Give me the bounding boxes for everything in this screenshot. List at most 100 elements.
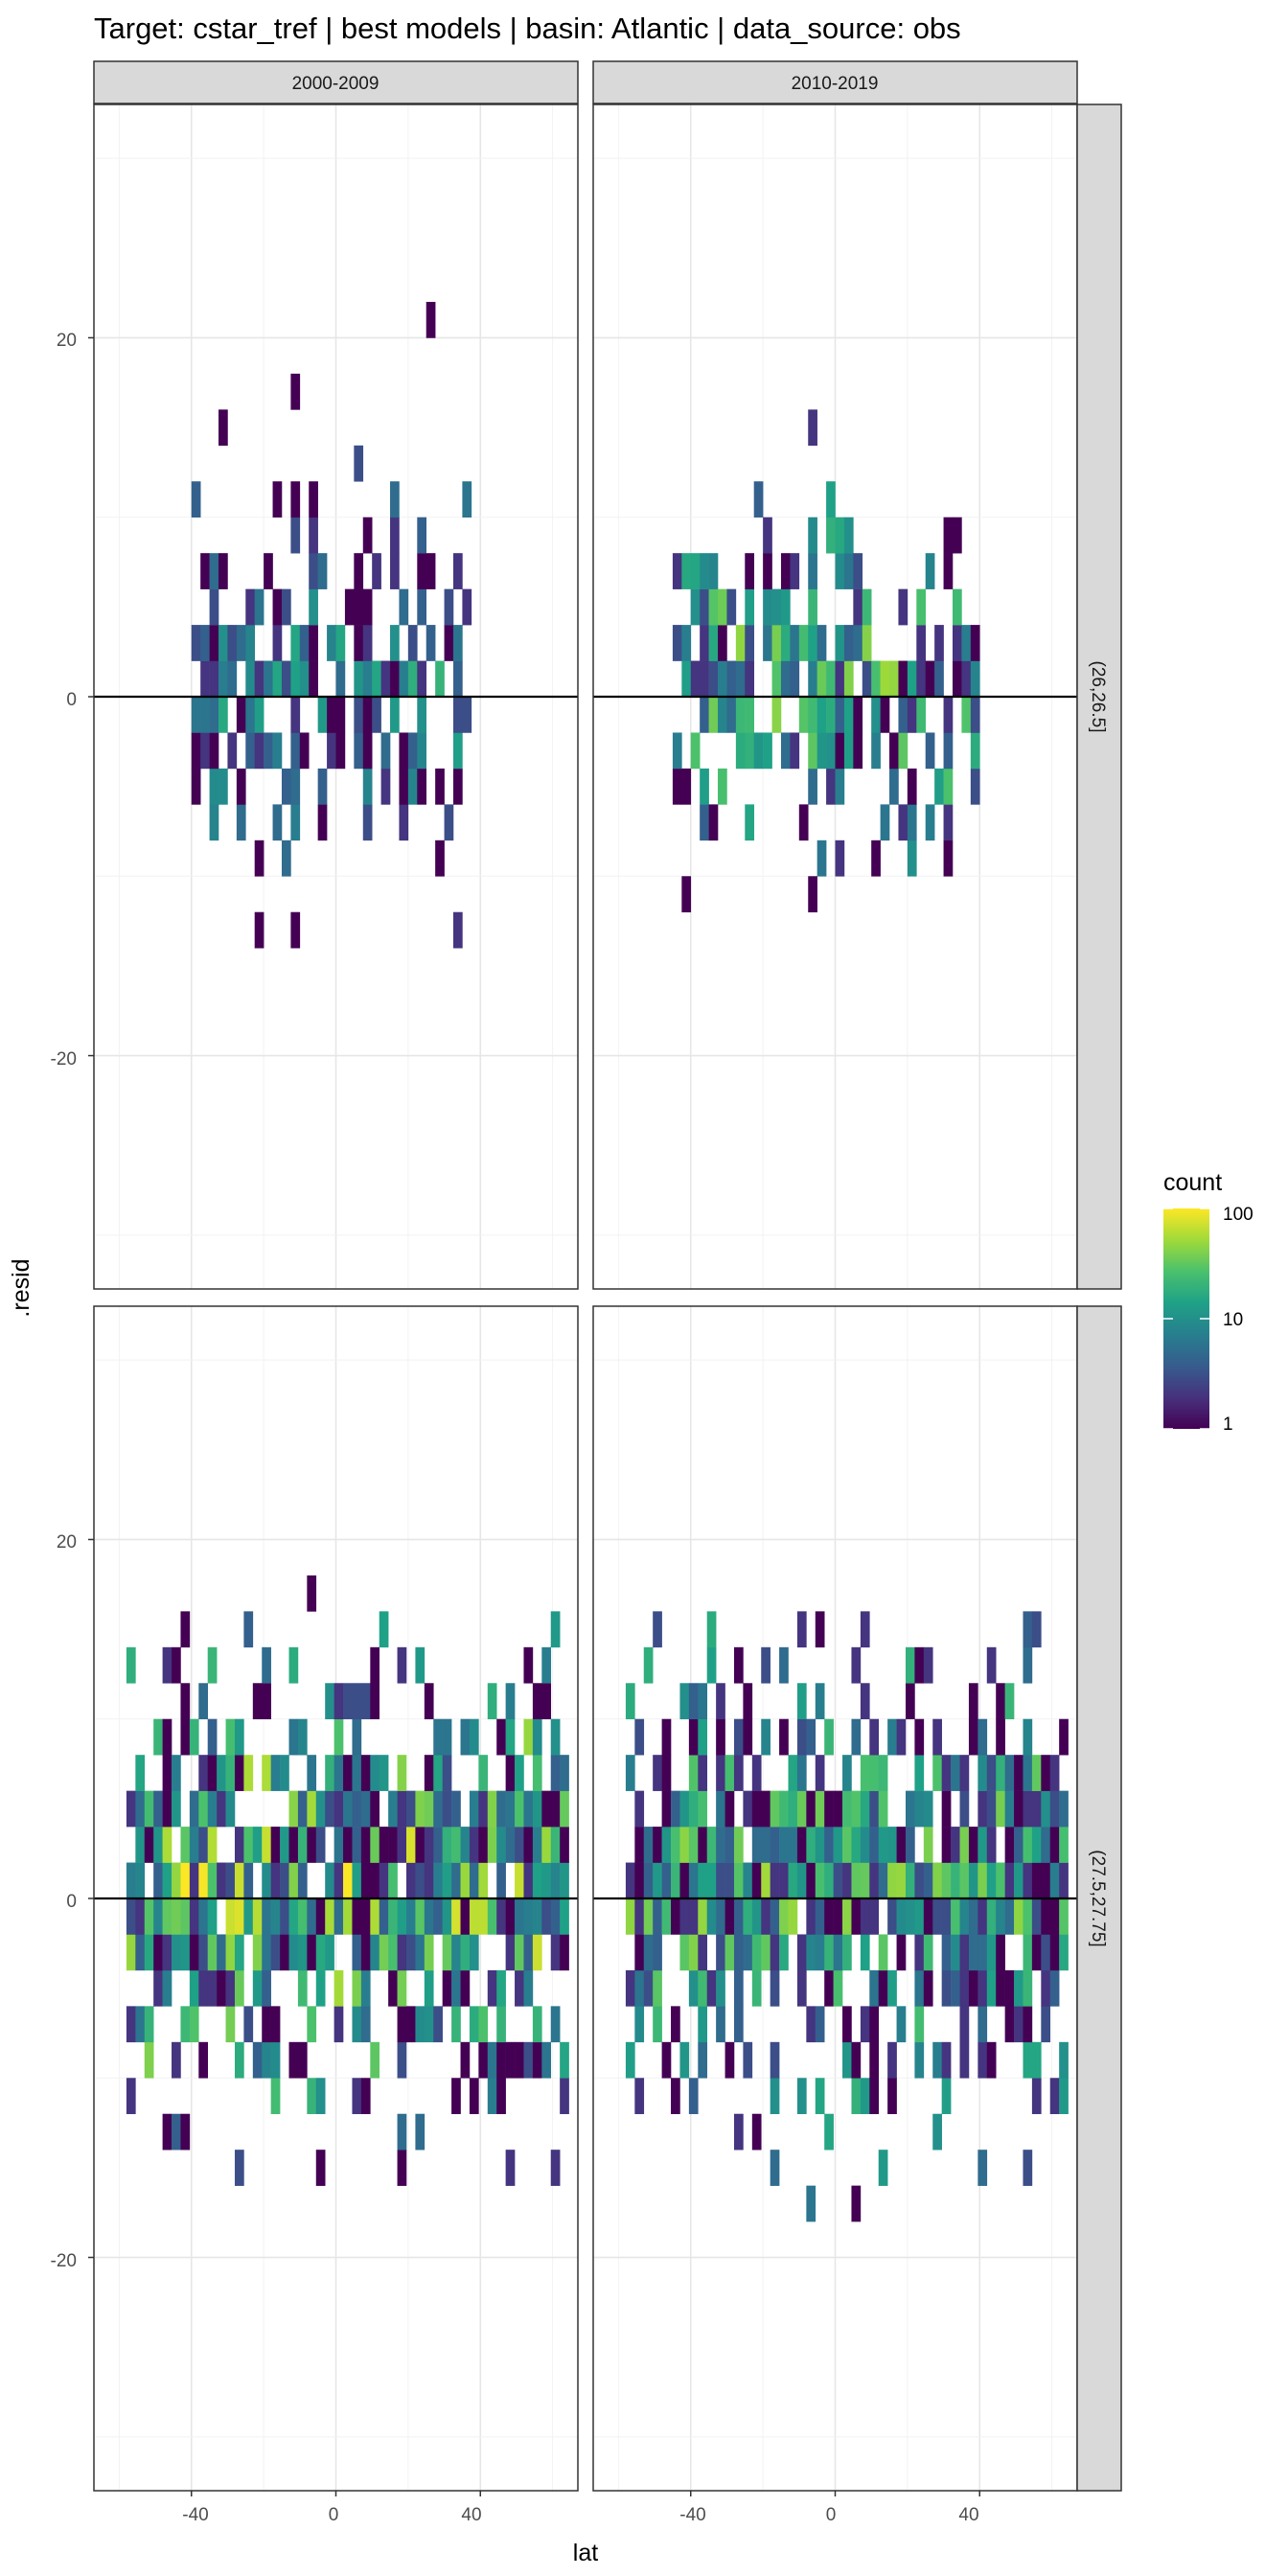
heatmap-bin [360, 1898, 371, 1935]
heatmap-bin [853, 697, 863, 733]
heatmap-bin [405, 1934, 416, 1971]
heatmap-bin [661, 1755, 672, 1791]
heatmap-bin [469, 2006, 479, 2043]
heatmap-bin [327, 732, 336, 770]
heatmap-bin [334, 1969, 344, 2007]
heatmap-bin [869, 1827, 880, 1863]
legend-ticks [1163, 1208, 1209, 1430]
heatmap-bin [541, 1862, 552, 1899]
heatmap-bin [970, 768, 980, 805]
heatmap-bin [487, 1683, 497, 1720]
heatmap-bin [280, 1755, 289, 1791]
heatmap-bin [959, 1827, 970, 1863]
heatmap-bin [923, 1862, 933, 1899]
heatmap-bin [842, 2006, 852, 2043]
heatmap-bin [796, 1827, 807, 1863]
heatmap-bin [460, 1969, 471, 2007]
heatmap-bin [180, 1683, 191, 1720]
heatmap-bin [853, 553, 863, 589]
heatmap-bin [851, 1718, 862, 1756]
heatmap-bin [718, 768, 727, 805]
heatmap-bin [452, 553, 463, 589]
heatmap-bin [452, 660, 463, 698]
heatmap-bin [354, 732, 364, 770]
heatmap-bin [634, 2006, 645, 2043]
heatmap-bin [996, 1683, 1005, 1720]
heatmap-bin [370, 1898, 380, 1935]
heatmap-bin [172, 1898, 181, 1935]
heatmap-bin [532, 1862, 542, 1899]
legend-label-1: 1 [1223, 1414, 1233, 1435]
heatmap-bin [934, 660, 944, 698]
heatmap-bin [735, 732, 746, 770]
heatmap-bin [896, 1827, 907, 1863]
heatmap-bin [541, 1683, 552, 1720]
heatmap-bin [905, 1827, 915, 1863]
heatmap-bin [505, 2041, 516, 2079]
heatmap-bin [218, 768, 228, 805]
heatmap-bin [643, 1969, 654, 2007]
heatmap-bin [941, 1969, 952, 2007]
heatmap-bin [550, 1827, 561, 1863]
heatmap-bin [417, 517, 427, 554]
heatmap-bin [770, 2078, 780, 2115]
heatmap-bin [843, 660, 854, 698]
heatmap-bin [270, 1934, 281, 1971]
heatmap-bin [735, 697, 746, 733]
heatmap-bin [397, 1934, 407, 1971]
heatmap-bin [951, 1898, 960, 1935]
heatmap-bin [272, 732, 283, 770]
heatmap-bin [726, 660, 737, 698]
heatmap-bin [733, 1646, 744, 1684]
heatmap-bin [978, 2150, 988, 2186]
heatmap-bin [444, 588, 454, 626]
heatmap-bin [887, 2078, 897, 2115]
heatmap-bin [180, 1827, 191, 1863]
plot-area-bottom-right [592, 1305, 1078, 2496]
heatmap-bin [189, 1969, 199, 2007]
heatmap-bin [380, 660, 391, 698]
heatmap-bin [1049, 1755, 1060, 1791]
heatmap-bin [718, 660, 727, 698]
heatmap-bin [896, 2006, 907, 2043]
heatmap-bin [826, 517, 836, 554]
heatmap-bin [362, 732, 373, 770]
heatmap-bin [1014, 1969, 1024, 2007]
heatmap-bin [943, 804, 954, 841]
heatmap-bin [327, 625, 336, 661]
heatmap-bin [417, 768, 427, 805]
heatmap-bin [218, 409, 228, 447]
heatmap-bin [916, 660, 927, 698]
heatmap-bin [853, 588, 863, 626]
heatmap-bin [932, 1862, 942, 1899]
heatmap-bin [743, 1790, 753, 1828]
heatmap-bin [842, 2041, 852, 2079]
heatmap-bin [343, 1898, 353, 1935]
heatmap-bin [225, 1755, 236, 1791]
heatmap-bin [317, 768, 328, 805]
heatmap-bin [914, 1790, 925, 1828]
heatmap-bin [307, 1827, 317, 1863]
heatmap-bin [180, 1934, 191, 1971]
heatmap-bin [826, 660, 836, 698]
heatmap-bin [442, 1790, 452, 1828]
heatmap-bin [625, 1683, 635, 1720]
heatmap-bin [209, 768, 219, 805]
heatmap-bin [835, 625, 845, 661]
heatmap-bin [914, 1718, 925, 1756]
heatmap-bin [843, 697, 854, 733]
heatmap-bin [898, 697, 908, 733]
heatmap-bin [270, 1827, 281, 1863]
heatmap-bin [1031, 2041, 1042, 2079]
heatmap-bin [370, 1827, 380, 1863]
heatmap-bin [200, 625, 210, 661]
heatmap-bin [862, 660, 872, 698]
heatmap-bin [162, 1898, 172, 1935]
heatmap-bin [424, 1683, 434, 1720]
heatmap-bin [290, 517, 301, 554]
heatmap-bin [961, 625, 972, 661]
heatmap-bin [550, 1862, 561, 1899]
heatmap-bin [1031, 1934, 1042, 1971]
heatmap-bin [968, 1934, 978, 1971]
heatmap-bin [851, 1646, 862, 1684]
